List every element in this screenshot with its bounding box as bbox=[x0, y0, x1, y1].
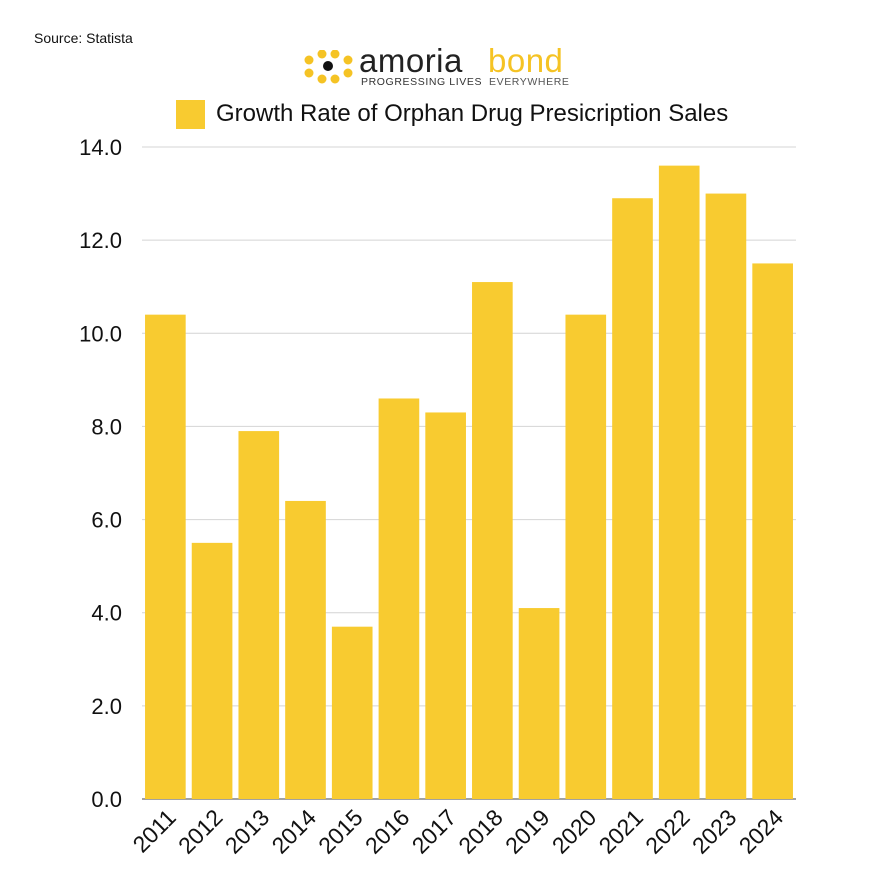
x-tick-label: 2015 bbox=[313, 804, 368, 859]
bar-2012 bbox=[191, 542, 233, 799]
bar-2022 bbox=[658, 165, 700, 800]
bar-2021 bbox=[612, 198, 653, 799]
source-note: Source: Statista bbox=[34, 30, 133, 46]
y-tick-label: 0.0 bbox=[91, 787, 122, 812]
logo-tagline-2: EVERYWHERE bbox=[489, 76, 570, 88]
x-tick-label: 2017 bbox=[407, 804, 462, 859]
bar-2020 bbox=[565, 314, 607, 799]
y-tick-label: 2.0 bbox=[91, 694, 122, 719]
y-tick-label: 6.0 bbox=[91, 508, 122, 533]
x-tick-label: 2013 bbox=[220, 804, 275, 859]
x-tick-label: 2018 bbox=[453, 804, 508, 859]
bar-2016 bbox=[378, 398, 420, 799]
logo-word-amoria: amoria bbox=[359, 42, 463, 79]
bar-2015 bbox=[331, 626, 373, 799]
x-tick-label: 2011 bbox=[128, 804, 181, 857]
bar-2014 bbox=[285, 500, 326, 799]
legend-swatch bbox=[176, 100, 205, 129]
y-tick-label: 14.0 bbox=[79, 135, 122, 160]
x-tick-label: 2021 bbox=[593, 804, 648, 859]
bar-2019 bbox=[518, 608, 560, 799]
x-axis: 2011201220132014201520162017201820192020… bbox=[128, 804, 789, 859]
x-tick-label: 2023 bbox=[687, 804, 742, 859]
x-tick-label: 2014 bbox=[266, 804, 321, 859]
bar-2024 bbox=[752, 263, 793, 799]
bar-2013 bbox=[238, 431, 280, 799]
logo-word-bond: bond bbox=[488, 42, 564, 79]
legend-label: Growth Rate of Orphan Drug Presicription… bbox=[216, 100, 729, 127]
x-tick-label: 2024 bbox=[734, 804, 789, 859]
x-tick-label: 2020 bbox=[547, 804, 602, 859]
x-tick-label: 2022 bbox=[640, 804, 695, 859]
x-tick-label: 2016 bbox=[360, 804, 415, 859]
bar-2011 bbox=[145, 314, 186, 799]
bar-2023 bbox=[705, 193, 747, 800]
x-tick-label: 2019 bbox=[500, 804, 555, 859]
y-tick-label: 10.0 bbox=[79, 321, 122, 346]
bar-2018 bbox=[472, 282, 513, 799]
bars bbox=[145, 165, 793, 800]
logo-tagline-1: PROGRESSING LIVES bbox=[361, 76, 483, 88]
bar-2017 bbox=[425, 412, 466, 799]
y-axis: 0.0 2.0 4.0 6.0 8.0 10.0 12.0 14.0 bbox=[79, 135, 122, 812]
brand-logo: amoria bond PROGRESSING LIVES EVERYWHERE bbox=[302, 44, 582, 92]
x-tick-label: 2012 bbox=[173, 804, 228, 859]
y-tick-label: 12.0 bbox=[79, 228, 122, 253]
logo-dots-icon bbox=[304, 50, 353, 84]
y-tick-label: 4.0 bbox=[91, 601, 122, 626]
y-tick-label: 8.0 bbox=[91, 414, 122, 439]
